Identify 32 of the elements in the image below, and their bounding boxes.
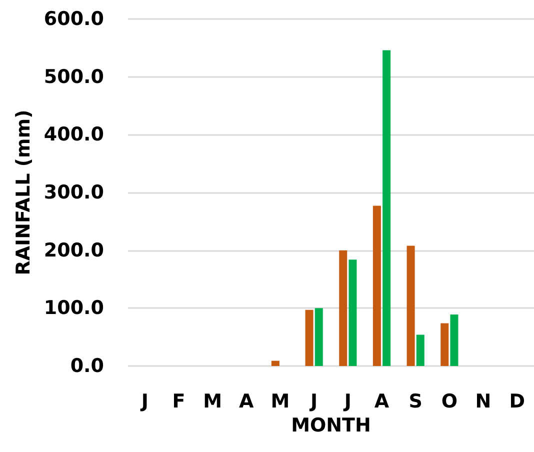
x-tick-label: D — [509, 390, 525, 412]
x-tick-label: A — [239, 390, 254, 412]
y-tick-label: 200.0 — [44, 239, 104, 262]
bar — [339, 250, 348, 366]
y-tick-label: 0.0 — [70, 355, 104, 377]
x-tick-label: A — [374, 390, 390, 412]
bar — [406, 246, 415, 366]
bar — [440, 323, 449, 366]
bar — [271, 360, 280, 366]
bar — [314, 308, 323, 366]
x-tick-label: J — [139, 390, 148, 412]
y-tick-label: 600.0 — [44, 8, 104, 30]
bar — [416, 334, 424, 366]
y-axis-title: RAINFALL (mm) — [12, 110, 34, 276]
x-axis-title: MONTH — [291, 414, 371, 436]
x-tick-label: S — [408, 390, 422, 412]
bar — [382, 50, 391, 366]
bar — [450, 314, 458, 366]
y-tick-label: 100.0 — [44, 297, 104, 320]
bar — [305, 310, 314, 366]
y-tick-label: 400.0 — [44, 124, 104, 146]
bar — [372, 206, 381, 366]
x-tick-label: O — [441, 390, 458, 412]
bar — [348, 260, 357, 366]
y-tick-label: 500.0 — [44, 66, 104, 88]
x-tick-label: N — [475, 390, 492, 412]
x-tick-label: J — [308, 390, 318, 412]
x-tick-label: F — [172, 390, 186, 412]
y-tick-label: 300.0 — [44, 182, 104, 204]
x-tick-label: M — [270, 390, 290, 412]
x-tick-label: J — [342, 390, 352, 412]
x-tick-label: M — [203, 390, 222, 412]
